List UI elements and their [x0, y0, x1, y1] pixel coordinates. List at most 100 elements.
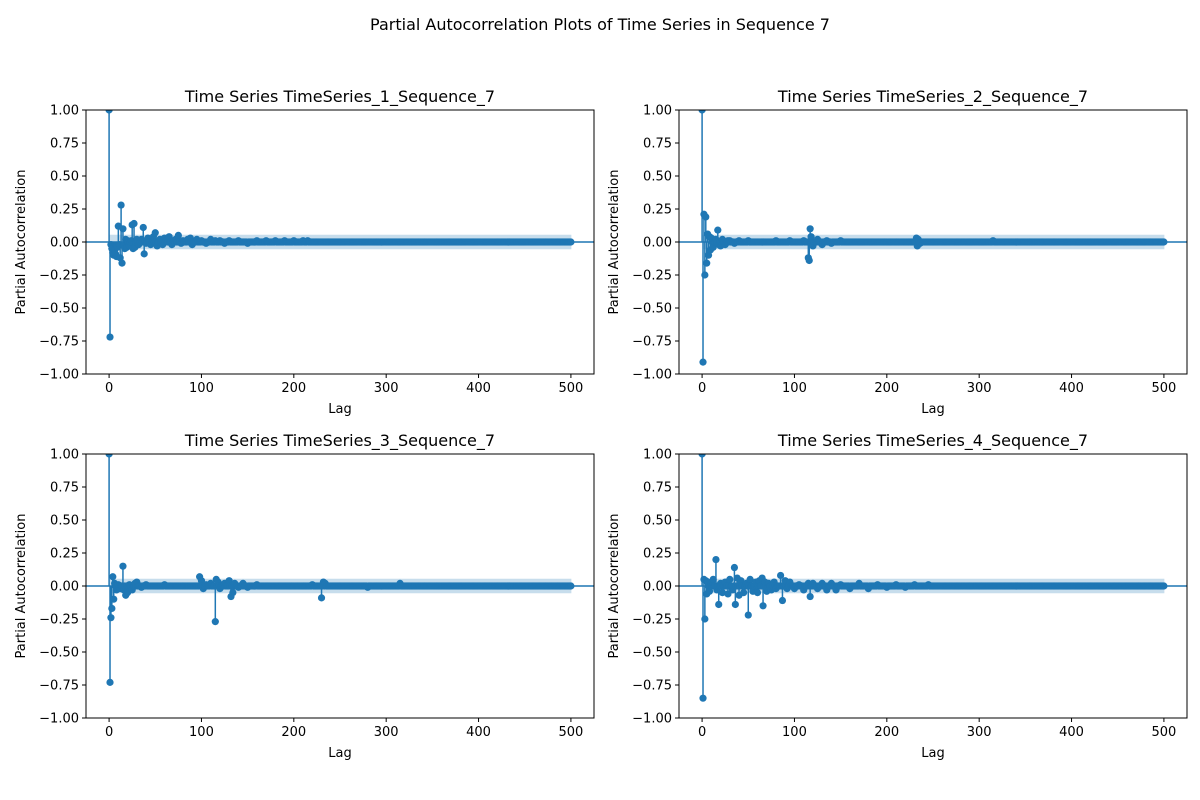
x-axis-label: Lag: [328, 746, 351, 761]
subplot-title: Time Series TimeSeries_2_Sequence_7: [777, 87, 1088, 107]
x-tick-label: 400: [466, 381, 491, 396]
subplot-title: Time Series TimeSeries_4_Sequence_7: [777, 431, 1088, 451]
x-tick-label: 0: [105, 725, 113, 740]
marker-lag-35: [730, 563, 739, 572]
plot-area: [679, 110, 1187, 366]
marker-lag-36: [731, 600, 739, 609]
marker-lag-13: [117, 201, 125, 209]
marker-lag-134: [229, 589, 237, 597]
marker-lag-230: [317, 594, 326, 602]
y-tick-label: 0.25: [50, 203, 79, 218]
x-tick-label: 100: [782, 381, 807, 396]
y-tick-label: 0.00: [50, 580, 79, 595]
y-tick-label: −1.00: [39, 712, 79, 727]
marker-lag-115: [211, 618, 219, 626]
pacf-markers: [105, 110, 575, 341]
marker-lag-117: [806, 592, 814, 601]
subplot-title: Time Series TimeSeries_3_Sequence_7: [184, 431, 495, 451]
marker-lag-66: [759, 602, 767, 610]
marker-lag-50: [151, 229, 159, 237]
plot-area: [86, 454, 594, 686]
y-tick-label: 1.00: [643, 104, 672, 119]
marker-lag-3: [108, 604, 116, 613]
marker-lag-5: [703, 259, 711, 267]
y-tick-label: 0.75: [50, 137, 79, 152]
x-axis-label: Lag: [921, 402, 944, 417]
y-tick-label: −0.75: [39, 335, 79, 350]
marker-lag-0: [698, 110, 706, 114]
marker-lag-87: [778, 596, 787, 605]
marker-lag-12: [709, 575, 717, 584]
marker-lag-1: [106, 333, 114, 341]
y-tick-label: 0.25: [643, 203, 672, 218]
x-tick-label: 400: [1059, 381, 1084, 396]
marker-lag-117: [806, 225, 814, 233]
marker-lag-1: [699, 694, 707, 702]
marker-lag-45: [740, 589, 748, 597]
marker-lag-15: [119, 225, 127, 233]
marker-lag-30: [726, 575, 734, 584]
marker-lag-18: [715, 600, 723, 609]
marker-lag-14: [118, 259, 126, 267]
x-tick-label: 400: [466, 725, 491, 740]
x-tick-label: 100: [189, 725, 214, 740]
marker-lag-50: [744, 611, 752, 619]
marker-lag-116: [805, 256, 813, 265]
y-tick-label: 0.50: [643, 170, 672, 185]
marker-lag-38: [140, 250, 148, 258]
subplot-title: Time Series TimeSeries_1_Sequence_7: [184, 87, 495, 107]
marker-lag-60: [753, 589, 762, 597]
y-tick-label: 0.50: [50, 170, 79, 185]
plot-area: [679, 454, 1187, 702]
y-axis-label: Partial Autocorrelation: [14, 514, 29, 659]
x-tick-label: 300: [967, 381, 992, 396]
x-tick-label: 100: [782, 725, 807, 740]
marker-lag-1: [106, 678, 114, 686]
y-tick-label: −0.50: [632, 302, 672, 317]
y-tick-label: 0.75: [643, 481, 672, 496]
marker-lag-5: [110, 595, 118, 603]
y-tick-label: −0.50: [39, 302, 79, 317]
subplot-4: 0 100 200 300 400 500 −1.00 −0.75 −0.50 −0.25 0.00…: [607, 431, 1188, 761]
y-tick-label: −1.00: [632, 368, 672, 383]
marker-lag-500: [1160, 582, 1168, 590]
y-tick-label: 0.00: [50, 236, 79, 251]
y-tick-label: −1.00: [39, 368, 79, 383]
x-tick-label: 500: [558, 381, 583, 396]
y-axis-label: Partial Autocorrelation: [607, 170, 622, 315]
marker-lag-500: [567, 582, 575, 590]
y-tick-label: 0.75: [643, 137, 672, 152]
y-tick-label: −0.50: [632, 646, 672, 661]
y-axis-label: Partial Autocorrelation: [14, 170, 29, 315]
y-tick-label: −0.50: [39, 646, 79, 661]
marker-lag-500: [1160, 238, 1168, 246]
y-tick-label: 0.00: [643, 236, 672, 251]
marker-lag-27: [130, 219, 138, 228]
marker-lag-37: [139, 223, 147, 232]
subplot-2: 0 100 200 300 400 500 −1.00 −0.75 −0.50 −0.25 0.00…: [607, 87, 1188, 417]
subplot-1: 0 100 200 300 400 500 −1.00 −0.75 −0.50 −0.25 0.00…: [14, 87, 595, 417]
marker-lag-52: [746, 575, 754, 584]
marker-lag-0: [698, 454, 706, 458]
pacf-markers: [105, 454, 575, 686]
marker-lag-0: [105, 454, 113, 458]
marker-lag-17: [714, 226, 722, 234]
x-tick-label: 0: [698, 725, 706, 740]
x-tick-label: 0: [698, 381, 706, 396]
y-tick-label: 0.00: [643, 580, 672, 595]
x-tick-label: 0: [105, 381, 113, 396]
marker-lag-4: [702, 213, 710, 221]
y-tick-label: 0.75: [50, 481, 79, 496]
x-tick-label: 200: [281, 381, 306, 396]
marker-lag-15: [119, 562, 127, 570]
marker-lag-75: [174, 231, 182, 239]
y-tick-label: 0.50: [643, 514, 672, 529]
y-tick-label: −0.25: [39, 613, 79, 628]
x-tick-label: 400: [1059, 725, 1084, 740]
y-tick-label: −0.75: [632, 335, 672, 350]
marker-lag-22: [718, 589, 727, 597]
marker-lag-3: [701, 615, 709, 623]
y-tick-label: 1.00: [643, 448, 672, 463]
marker-lag-85: [777, 571, 785, 580]
